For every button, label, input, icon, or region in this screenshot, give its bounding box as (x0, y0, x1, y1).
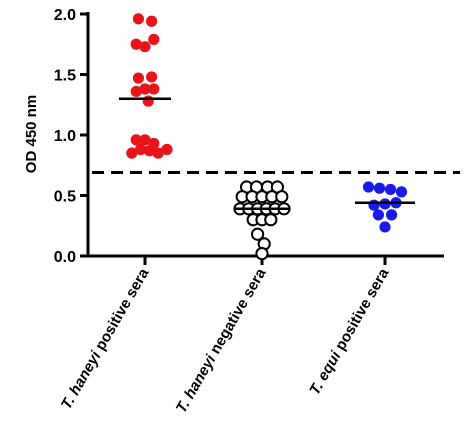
data-point (362, 181, 375, 193)
data-point (152, 147, 164, 159)
data-point (373, 182, 386, 194)
category-label: T. equi positive sera (306, 265, 393, 398)
data-point (255, 246, 269, 261)
data-point (130, 38, 142, 50)
data-point (142, 95, 154, 107)
data-point (146, 15, 158, 27)
data-point (148, 33, 160, 46)
category-label: T. haneyi negative sera (173, 265, 270, 416)
data-point (130, 134, 142, 146)
data-point (132, 72, 144, 84)
data-point (161, 143, 173, 156)
y-tick-label: 1.0 (54, 128, 76, 145)
data-point (126, 147, 138, 159)
data-point (132, 13, 144, 25)
data-point (264, 213, 278, 227)
y-tick-label: 0.0 (54, 249, 76, 266)
data-point (135, 143, 147, 156)
data-points (126, 13, 408, 261)
data-point (386, 209, 398, 221)
y-tick-label: 2.0 (54, 7, 76, 24)
data-point (395, 186, 408, 198)
y-ticks: 0.0 0.5 1.0 1.5 2.0 (54, 7, 88, 266)
data-point (139, 83, 151, 95)
data-point (148, 83, 160, 95)
data-point (146, 71, 158, 83)
data-point (372, 209, 384, 221)
data-point (368, 199, 380, 211)
y-axis-label: OD 450 nm (23, 95, 40, 173)
data-point (139, 41, 151, 53)
y-tick-label: 1.5 (54, 68, 76, 85)
data-point (275, 190, 289, 204)
data-point (139, 134, 151, 146)
data-point (379, 221, 391, 233)
median-lines (119, 97, 415, 211)
data-point (251, 227, 265, 241)
category-label: T. haneyi positive sera (58, 265, 153, 412)
data-point (384, 183, 397, 196)
data-point (143, 145, 155, 157)
y-tick-label: 0.5 (54, 189, 76, 206)
data-point (130, 85, 142, 98)
